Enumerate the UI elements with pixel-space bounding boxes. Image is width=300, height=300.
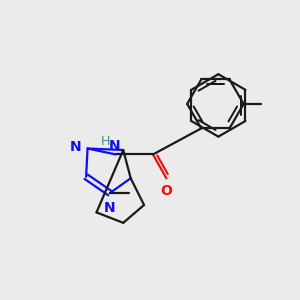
Text: O: O — [160, 184, 172, 198]
Text: N: N — [104, 200, 116, 214]
Text: N: N — [69, 140, 81, 154]
Text: N: N — [109, 139, 120, 153]
Text: H: H — [101, 135, 110, 148]
